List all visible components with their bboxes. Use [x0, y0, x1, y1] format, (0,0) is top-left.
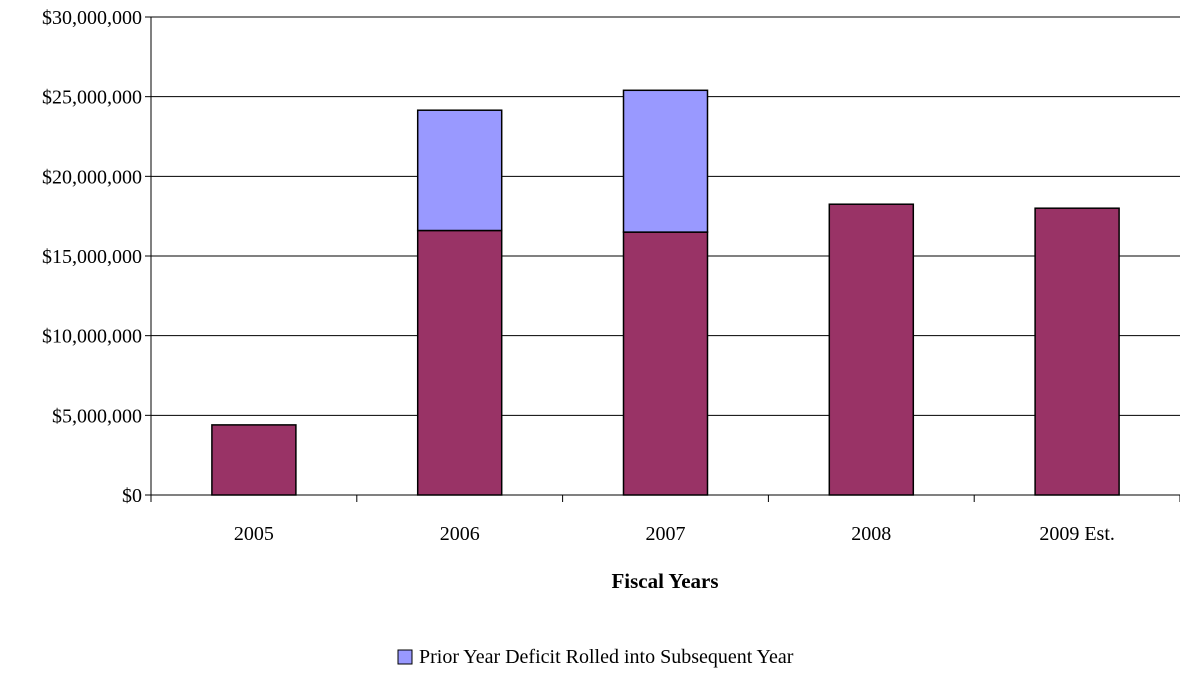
x-tick-label: 2008 [851, 523, 891, 545]
legend-swatch [397, 649, 413, 665]
y-tick-label: $5,000,000 [52, 405, 142, 427]
y-tick-label: $25,000,000 [42, 87, 142, 109]
x-tick-label: 2007 [646, 523, 686, 545]
x-tick-label: 2006 [440, 523, 480, 545]
legend-label: Prior Year Deficit Rolled into Subsequen… [419, 646, 794, 668]
bar-base-2008 [828, 203, 915, 496]
x-tick-label: 2005 [234, 523, 274, 545]
x-axis-title: Fiscal Years [611, 569, 718, 593]
bar-prior-year-deficit-2006 [416, 109, 503, 232]
bar-base-2009est [1034, 207, 1120, 496]
x-tick-label: 2009 Est. [1039, 523, 1115, 545]
legend: Prior Year Deficit Rolled into Subsequen… [397, 646, 794, 668]
axes [145, 16, 1180, 502]
bars [211, 89, 1120, 496]
y-tick-label: $15,000,000 [42, 246, 142, 268]
bar-prior-year-deficit-2007 [622, 89, 709, 233]
bar-base-2005 [211, 424, 297, 496]
y-tick-label: $30,000,000 [42, 7, 142, 29]
bar-base-2006 [416, 229, 503, 496]
x-tick-labels: 2005 2006 2007 2008 2009 Est. [234, 523, 1115, 545]
y-tick-label: $20,000,000 [42, 166, 142, 188]
y-tick-label: $0 [122, 485, 142, 507]
bar-base-2007 [622, 231, 709, 496]
y-tick-labels: $0 $5,000,000 $10,000,000 $15,000,000 $20,00… [42, 7, 142, 507]
y-tick-label: $10,000,000 [42, 326, 142, 348]
